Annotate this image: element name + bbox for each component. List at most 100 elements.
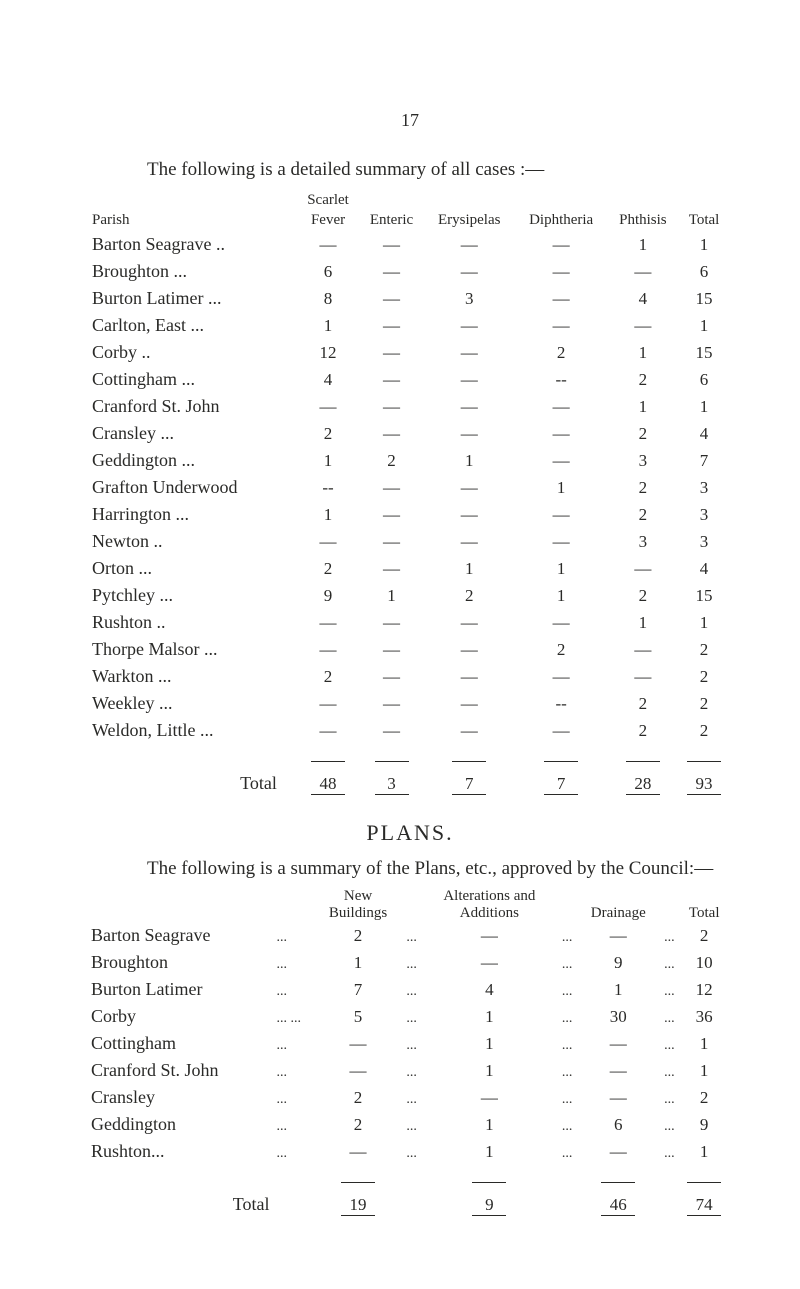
parish-cell: Grafton Underwood [90, 474, 297, 501]
separator-dots: ... [660, 976, 678, 1003]
hdr-total: Total [678, 191, 730, 231]
separator-dots: ... [403, 1138, 421, 1165]
separator-dots: ... [558, 1138, 576, 1165]
parish-cell: Geddington ... [90, 447, 297, 474]
separator-dots: ... [403, 1111, 421, 1138]
separator-dots: ... [403, 1084, 421, 1111]
data-cell: — [515, 663, 608, 690]
data-cell: 1 [608, 609, 678, 636]
data-cell: — [608, 555, 678, 582]
data-cell: 2 [608, 474, 678, 501]
parish-cell: Harrington ... [90, 501, 297, 528]
plans-body: Barton Seagrave...2...—...—...2Broughton… [90, 922, 730, 1165]
data-cell: 4 [678, 555, 730, 582]
data-cell: — [515, 258, 608, 285]
summary-intro: The following is a detailed summary of a… [90, 159, 730, 181]
parish-cell: Burton Latimer ... [90, 285, 297, 312]
plans-pre-total-rule [90, 1165, 730, 1191]
data-cell: — [576, 1057, 660, 1084]
table-row: Rushton......—...1...—...1 [90, 1138, 730, 1165]
data-cell: — [359, 717, 424, 744]
data-cell: 1 [678, 609, 730, 636]
data-cell: 6 [678, 258, 730, 285]
plans-title: PLANS. [90, 820, 730, 846]
data-cell: 2 [678, 922, 730, 949]
data-cell: 1 [576, 976, 660, 1003]
separator-dots: ... [660, 1138, 678, 1165]
summary-table: Parish Scarlet Enteric Erysipelas Diphth… [90, 191, 730, 798]
data-cell: 3 [678, 501, 730, 528]
parish-cell: Barton Seagrave [90, 922, 275, 949]
data-cell: — [313, 1138, 402, 1165]
data-cell: 1 [421, 1003, 559, 1030]
data-cell: — [424, 528, 515, 555]
data-cell: — [608, 258, 678, 285]
parish-cell: Cottingham [90, 1030, 275, 1057]
plans-intro: The following is a summary of the Plans,… [90, 858, 730, 880]
summary-header: Parish Scarlet Enteric Erysipelas Diphth… [90, 191, 730, 231]
summary-total-ph: 28 [626, 774, 660, 795]
hdr-alt-2: Additions [421, 905, 559, 922]
plans-table: New Alterations and Drainage Total Build… [90, 888, 730, 1219]
data-cell: 1 [297, 501, 359, 528]
plans-total-nb: 19 [341, 1195, 375, 1216]
separator-dots: ... [558, 1111, 576, 1138]
trail-cell: ... [275, 949, 313, 976]
table-row: Warkton ...2————2 [90, 663, 730, 690]
data-cell: 3 [608, 447, 678, 474]
data-cell: — [424, 366, 515, 393]
data-cell: 2 [608, 366, 678, 393]
table-row: Carlton, East ...1————1 [90, 312, 730, 339]
table-row: Broughton ...6————6 [90, 258, 730, 285]
data-cell: 36 [678, 1003, 730, 1030]
data-cell: 12 [678, 976, 730, 1003]
data-cell: 1 [608, 231, 678, 258]
data-cell: 1 [678, 231, 730, 258]
separator-dots: ... [558, 922, 576, 949]
data-cell: 4 [608, 285, 678, 312]
data-cell: 3 [678, 474, 730, 501]
table-row: Thorpe Malsor ...———2—2 [90, 636, 730, 663]
data-cell: 4 [421, 976, 559, 1003]
hdr-drainage: Drainage [576, 888, 660, 922]
data-cell: 1 [515, 555, 608, 582]
hdr-scarlet-2: Fever [297, 211, 359, 231]
data-cell: — [297, 231, 359, 258]
data-cell: 5 [313, 1003, 402, 1030]
table-row: Cranford St. John————11 [90, 393, 730, 420]
parish-cell: Burton Latimer [90, 976, 275, 1003]
separator-dots: ... [660, 1057, 678, 1084]
data-cell: — [515, 312, 608, 339]
hdr-plans-total: Total [678, 888, 730, 922]
separator-dots: ... [660, 1030, 678, 1057]
data-cell: 2 [313, 1111, 402, 1138]
hdr-diphtheria: Diphtheria [515, 191, 608, 231]
data-cell: 1 [678, 1057, 730, 1084]
trail-cell: ... [275, 1030, 313, 1057]
parish-cell: Geddington [90, 1111, 275, 1138]
trail-cell: ... [275, 1138, 313, 1165]
data-cell: — [424, 339, 515, 366]
plans-header: New Alterations and Drainage Total Build… [90, 888, 730, 922]
hdr-parish: Parish [90, 191, 297, 231]
data-cell: — [359, 528, 424, 555]
data-cell: — [359, 555, 424, 582]
table-row: Broughton...1...—...9...10 [90, 949, 730, 976]
table-row: Pytchley ...9121215 [90, 582, 730, 609]
data-cell: 1 [297, 312, 359, 339]
separator-dots: ... [558, 949, 576, 976]
table-row: Orton ...2—11—4 [90, 555, 730, 582]
separator-dots: ... [558, 1030, 576, 1057]
summary-pre-total-rule [90, 744, 730, 770]
table-row: Rushton ..————11 [90, 609, 730, 636]
data-cell: 2 [313, 1084, 402, 1111]
separator-dots: ... [660, 949, 678, 976]
data-cell: — [515, 285, 608, 312]
data-cell: 2 [313, 922, 402, 949]
table-row: Grafton Underwood--——123 [90, 474, 730, 501]
data-cell: 2 [608, 501, 678, 528]
data-cell: — [608, 663, 678, 690]
hdr-erysipelas: Erysipelas [424, 191, 515, 231]
data-cell: 3 [678, 528, 730, 555]
data-cell: 3 [608, 528, 678, 555]
